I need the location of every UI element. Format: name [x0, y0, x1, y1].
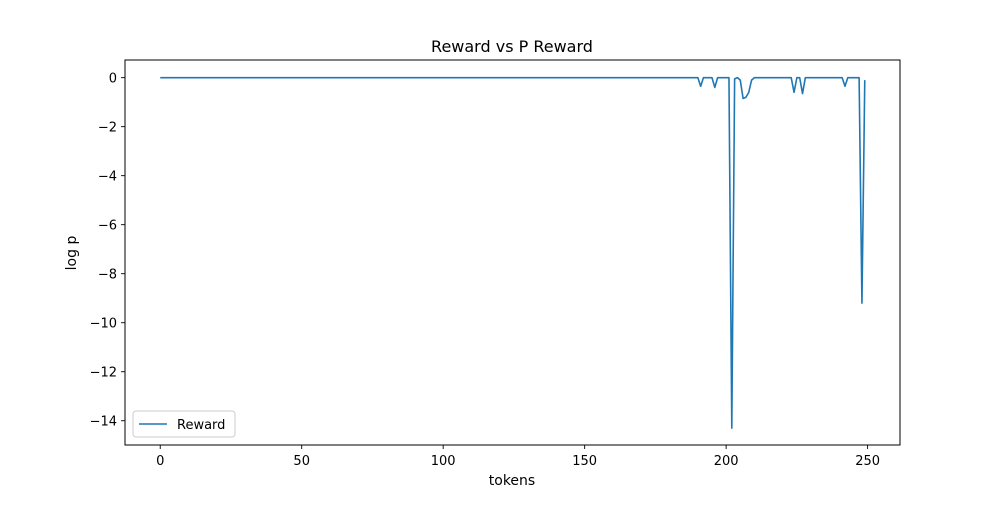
x-tick-label: 50: [293, 454, 310, 469]
x-axis: 0 50 100 150 200 250: [156, 445, 880, 469]
y-tick-label: −8: [98, 268, 117, 283]
plot-frame: [124, 59, 901, 446]
x-tick-label: 250: [855, 454, 880, 469]
y-axis-label: log p: [64, 236, 80, 271]
y-tick-label: −4: [98, 170, 117, 185]
series-line-0: [160, 76, 866, 429]
y-tick-label: −10: [90, 317, 117, 332]
x-tick-label: 0: [156, 454, 164, 469]
chart-title: Reward vs P Reward: [431, 37, 593, 56]
y-tick-label: −6: [98, 219, 117, 234]
plot-area: [124, 59, 901, 446]
x-tick-label: 200: [714, 454, 739, 469]
x-tick-label: 100: [431, 454, 456, 469]
x-tick-label: 150: [572, 454, 597, 469]
y-tick-label: −12: [90, 366, 117, 381]
x-axis-label: tokens: [489, 473, 535, 489]
legend: Reward: [132, 410, 236, 438]
y-axis: 0 −2 −4 −6 −8 −10 −12 −14: [90, 72, 125, 430]
legend-label: Reward: [177, 418, 225, 433]
y-tick-label: −2: [98, 121, 117, 136]
legend-box: [132, 410, 236, 438]
y-tick-label: 0: [109, 72, 117, 87]
y-tick-label: −14: [90, 415, 117, 430]
